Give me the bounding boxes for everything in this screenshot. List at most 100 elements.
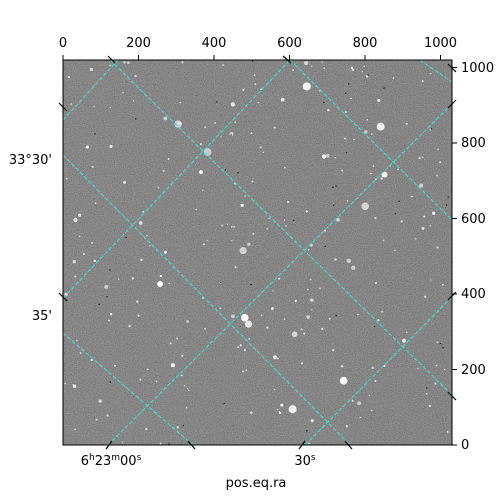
star xyxy=(214,122,217,124)
star xyxy=(202,189,204,191)
star xyxy=(230,226,233,228)
right-axis xyxy=(452,67,457,446)
wcs-edge-ticks xyxy=(58,55,457,450)
star xyxy=(419,183,424,188)
star xyxy=(204,126,207,129)
star xyxy=(244,195,246,197)
star xyxy=(109,144,113,148)
dark-pixel xyxy=(106,296,108,298)
star xyxy=(248,337,251,340)
star xyxy=(357,401,362,406)
top-axis xyxy=(62,55,441,60)
star xyxy=(221,224,224,227)
star xyxy=(364,130,368,134)
star xyxy=(122,92,124,94)
left-tick-label: 35' xyxy=(32,309,52,324)
dark-pixel xyxy=(335,185,337,187)
star xyxy=(279,411,282,415)
x-axis-label: pos.eq.ra xyxy=(226,476,287,491)
star xyxy=(351,265,356,271)
top-tick-label: 800 xyxy=(353,36,378,51)
star xyxy=(266,228,268,230)
star xyxy=(436,246,439,249)
dark-pixel xyxy=(224,169,226,171)
star xyxy=(70,103,73,105)
star xyxy=(90,241,94,245)
star xyxy=(199,143,202,146)
star xyxy=(321,61,324,63)
star xyxy=(423,215,426,218)
star xyxy=(309,278,312,281)
star xyxy=(79,235,81,238)
star xyxy=(137,314,140,317)
star-field xyxy=(64,60,452,445)
star xyxy=(242,88,245,91)
star xyxy=(186,319,190,323)
star xyxy=(239,247,247,255)
star xyxy=(91,165,94,169)
star xyxy=(280,403,284,407)
star xyxy=(405,331,408,333)
dark-pixel xyxy=(98,303,100,305)
star xyxy=(72,260,76,264)
star xyxy=(74,428,77,431)
star xyxy=(109,313,113,316)
star xyxy=(326,153,330,158)
star xyxy=(351,399,354,402)
star xyxy=(114,364,116,367)
star xyxy=(288,405,297,414)
star xyxy=(202,297,204,299)
star xyxy=(187,389,190,392)
star xyxy=(284,167,286,169)
star xyxy=(308,442,310,445)
star xyxy=(374,216,377,220)
star xyxy=(311,65,313,67)
star xyxy=(222,64,225,67)
star xyxy=(139,378,142,381)
star xyxy=(286,200,290,204)
dark-pixel xyxy=(442,347,444,349)
star xyxy=(109,106,112,109)
dark-pixel xyxy=(345,152,347,154)
star xyxy=(142,210,145,213)
star xyxy=(254,83,257,85)
star xyxy=(94,202,97,205)
star xyxy=(85,145,89,149)
star xyxy=(400,220,403,223)
dark-pixel xyxy=(323,101,325,104)
dark-pixel xyxy=(168,443,170,445)
star xyxy=(276,357,279,360)
star xyxy=(183,385,186,387)
star xyxy=(240,313,249,322)
star xyxy=(310,298,314,302)
star xyxy=(79,352,82,354)
star xyxy=(234,121,236,123)
dark-pixel xyxy=(135,118,137,120)
dark-pixel xyxy=(373,325,376,328)
star xyxy=(220,136,222,138)
star xyxy=(237,346,240,349)
star xyxy=(357,314,359,316)
left-tick-label: 33°30' xyxy=(9,153,52,168)
star xyxy=(95,418,98,421)
dark-pixel xyxy=(398,200,400,202)
star xyxy=(429,224,432,227)
star xyxy=(294,299,297,303)
right-tick-label: 0 xyxy=(461,438,469,453)
star xyxy=(169,342,172,345)
bottom-tick-label: 6h23m00s xyxy=(81,453,142,469)
star xyxy=(199,170,204,175)
star xyxy=(300,362,304,365)
star xyxy=(90,358,93,362)
star xyxy=(435,364,438,367)
star xyxy=(363,65,365,68)
star xyxy=(334,258,337,261)
star xyxy=(382,239,385,242)
star xyxy=(324,229,327,232)
star xyxy=(93,259,96,263)
top-tick-label: 1000 xyxy=(424,36,457,51)
right-tick-label: 400 xyxy=(461,287,486,302)
star xyxy=(168,282,170,285)
star xyxy=(77,213,82,217)
star xyxy=(332,348,335,352)
